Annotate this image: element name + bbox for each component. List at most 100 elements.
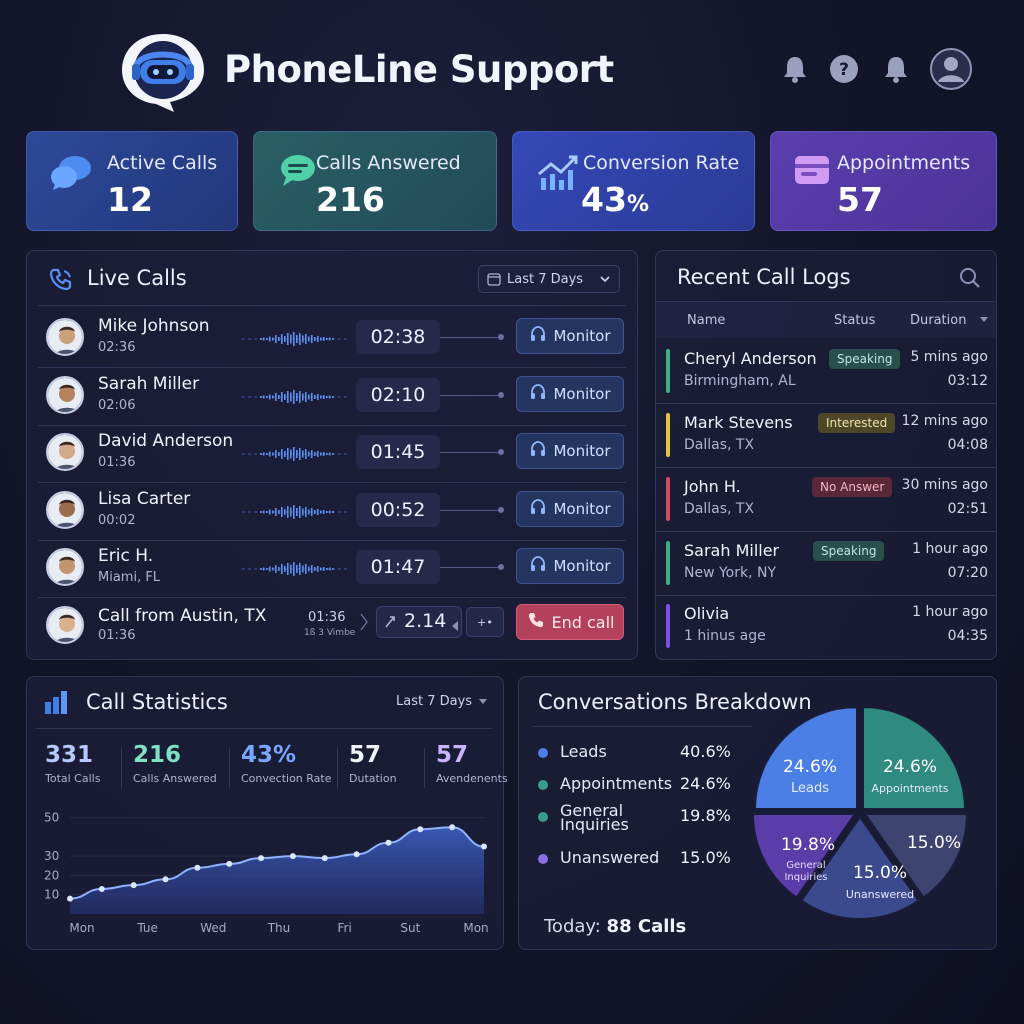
- progress-handle[interactable]: [498, 392, 504, 398]
- data-point[interactable]: [258, 855, 265, 862]
- status-color-bar: [666, 349, 670, 393]
- kpi-card-conversion-rate[interactable]: Conversion Rate 43%: [512, 131, 755, 231]
- caller-subtext: 00:02: [98, 513, 136, 528]
- log-caller-name: Mark Stevens: [684, 413, 793, 432]
- kpi-card-calls-answered[interactable]: Calls Answered 216: [253, 131, 497, 231]
- data-point[interactable]: [130, 882, 137, 889]
- monitor-button[interactable]: Monitor: [516, 433, 624, 469]
- kpi-card-active-calls[interactable]: Active Calls 12: [26, 131, 238, 231]
- stats-filter-dropdown[interactable]: Last 7 Days: [396, 694, 488, 709]
- data-point[interactable]: [481, 843, 487, 850]
- stat-metric-label: Avendenents: [436, 772, 508, 785]
- status-badge: Speaking: [829, 349, 901, 369]
- stat-metric: 57 Dutation: [349, 742, 397, 785]
- progress-track: [440, 510, 502, 511]
- y-tick-label: 20: [44, 868, 59, 882]
- chevron-right-icon: [360, 612, 368, 636]
- log-time-ago: 5 mins ago: [910, 349, 988, 365]
- metric-separator: [337, 748, 338, 788]
- monitor-button[interactable]: Monitor: [516, 548, 624, 584]
- search-icon[interactable]: [958, 266, 982, 290]
- pie-slice[interactable]: [752, 813, 857, 899]
- monitor-label: Monitor: [553, 557, 611, 575]
- metric-separator: [229, 748, 230, 788]
- incoming-call-row: Call from Austin, TX 01:36 01:36 1ß 3 Vimbe…: [38, 598, 626, 654]
- headphones-icon: [529, 325, 547, 347]
- data-point[interactable]: [98, 885, 105, 892]
- monitor-button[interactable]: Monitor: [516, 318, 624, 354]
- avatar: [46, 606, 84, 644]
- data-point[interactable]: [289, 853, 296, 860]
- data-point[interactable]: [449, 824, 456, 831]
- x-tick-label: Mon: [69, 921, 94, 935]
- call-log-row[interactable]: Mark Stevens Dallas, TX Interested 12 mins …: [660, 405, 996, 467]
- notification-bell-icon[interactable]: [877, 50, 915, 88]
- log-caller-name: Cheryl Anderson: [684, 349, 817, 368]
- call-statistics-chart: 50 30 20 10 Mon Tue Wed Thu Fri Sut Mon: [44, 811, 489, 935]
- data-point[interactable]: [385, 839, 392, 846]
- bell-icon[interactable]: [776, 50, 814, 88]
- caller-subtext: Miami, FL: [98, 570, 161, 585]
- status-badge: Speaking: [813, 541, 885, 561]
- live-calls-filter-dropdown[interactable]: Last 7 Days: [478, 265, 620, 293]
- data-point[interactable]: [321, 855, 328, 862]
- chevron-down-icon: [479, 698, 488, 704]
- divider: [38, 597, 626, 598]
- stat-metric-value: 216: [133, 742, 182, 768]
- status-color-bar: [666, 477, 670, 521]
- pie-slice-shape: [800, 815, 920, 918]
- stat-metric-value: 57: [436, 742, 469, 768]
- caller-name: Mike Johnson: [98, 316, 210, 336]
- call-log-row[interactable]: Cheryl Anderson Birmingham, AL Speaking 5 m…: [660, 341, 996, 403]
- kpi-value: 216: [316, 180, 385, 219]
- legend-label: Appointments: [560, 774, 673, 793]
- log-caller-name: John H.: [684, 477, 741, 496]
- call-log-row[interactable]: Sarah Miller New York, NY Speaking 1 hour a…: [660, 533, 996, 595]
- play-triangle-icon: [452, 616, 458, 635]
- breakdown-title: Conversations Breakdown: [538, 690, 812, 714]
- user-avatar-icon[interactable]: [930, 48, 972, 90]
- progress-handle[interactable]: [498, 449, 504, 455]
- progress-handle[interactable]: [498, 334, 504, 340]
- pie-slice[interactable]: [862, 708, 967, 810]
- end-call-button[interactable]: End call: [516, 604, 624, 640]
- pie-slice[interactable]: [800, 815, 920, 918]
- extra-controls[interactable]: +•: [466, 607, 504, 637]
- legend-label: General Inquiries: [560, 801, 629, 834]
- call-log-row[interactable]: John H. Dallas, TX No Answer 30 mins ago 02:…: [660, 469, 996, 531]
- data-point[interactable]: [67, 895, 73, 902]
- pie-category-label: Appointments: [871, 782, 948, 795]
- stat-metric-value: 57: [349, 742, 382, 768]
- column-header-status[interactable]: Status: [834, 313, 876, 328]
- pie-slice[interactable]: [753, 708, 858, 810]
- pie-slice[interactable]: [863, 813, 968, 899]
- progress-handle[interactable]: [498, 507, 504, 513]
- monitor-label: Monitor: [553, 500, 611, 518]
- data-point[interactable]: [194, 864, 201, 871]
- column-header-name[interactable]: Name: [687, 313, 726, 328]
- progress-handle[interactable]: [498, 564, 504, 570]
- monitor-button[interactable]: Monitor: [516, 491, 624, 527]
- monitor-button[interactable]: Monitor: [516, 376, 624, 412]
- log-caller-location: Birmingham, AL: [684, 373, 796, 389]
- data-point[interactable]: [226, 860, 233, 867]
- pie-percent-label: 24.6%: [783, 757, 837, 777]
- help-icon[interactable]: ?: [825, 50, 863, 88]
- kpi-label: Active Calls: [107, 152, 218, 174]
- signal-icon: [384, 614, 396, 633]
- log-duration: 03:12: [947, 373, 988, 389]
- data-point[interactable]: [162, 876, 169, 883]
- call-log-row[interactable]: Olivia 1 hinus age 1 hour ago 04:35: [660, 596, 996, 658]
- data-point[interactable]: [353, 851, 360, 858]
- data-point[interactable]: [417, 826, 424, 833]
- x-tick-label: Tue: [136, 921, 158, 935]
- call-timer: 01:47: [356, 550, 440, 584]
- pie-slice-shape: [753, 708, 858, 810]
- log-caller-name: Olivia: [684, 604, 730, 623]
- column-header-duration[interactable]: Duration: [910, 313, 967, 328]
- legend-label: Unanswered: [560, 848, 660, 867]
- pie-percent-label: 19.8%: [781, 835, 835, 855]
- stat-metric-value: 331: [45, 742, 94, 768]
- kpi-card-appointments[interactable]: Appointments 57: [770, 131, 997, 231]
- sort-down-icon[interactable]: [979, 316, 989, 324]
